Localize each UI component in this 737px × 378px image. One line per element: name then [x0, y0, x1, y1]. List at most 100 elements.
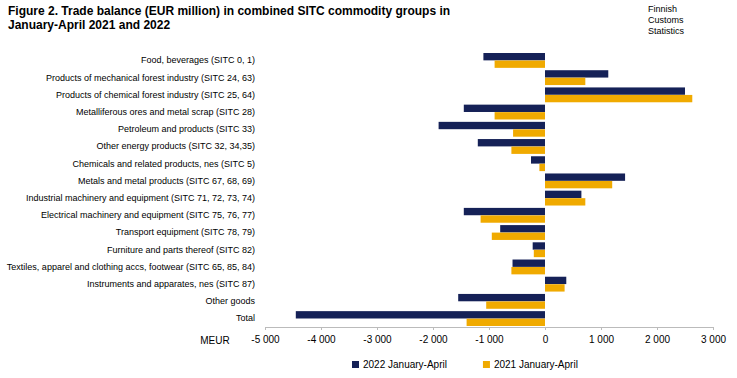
tick: -2 000 [419, 327, 448, 345]
category-label: Metalliferous ores and metal scrap (SITC… [76, 107, 255, 117]
tick: Total [236, 313, 265, 323]
tick: Metals and metal products (SITC 67, 68, … [78, 176, 265, 186]
series [467, 61, 693, 326]
tick: Petroleum and products (SITC 33) [118, 124, 265, 134]
text-line: Figure 2. Trade balance (EUR million) in… [8, 4, 450, 18]
category-label: Industrial machinery and equipment (SITC… [26, 193, 255, 203]
category-label: Petroleum and products (SITC 33) [118, 124, 255, 134]
tick-mark [601, 327, 602, 330]
tick-label: -4 000 [307, 334, 336, 345]
tick: -4 000 [307, 327, 336, 345]
legend-label: 2022 January-April [363, 359, 447, 370]
bar [534, 250, 545, 257]
tick: Food, beverages (SITC 0, 1) [141, 55, 265, 65]
tick: Other goods [205, 296, 265, 306]
axis-title: MEUR [200, 335, 229, 346]
tick-label: -2 000 [419, 334, 448, 345]
bar [511, 267, 545, 274]
tick: Other energy products (SITC 32, 34,35) [96, 141, 265, 151]
category-label: Products of chemical forest industry (SI… [56, 90, 255, 100]
bar [545, 284, 565, 291]
chart: Figure 2. Trade balance (EUR million) in… [0, 0, 737, 378]
tick: 1 000 [589, 327, 614, 345]
tick-label: 0 [543, 334, 549, 345]
tick: Products of chemical forest industry (SI… [56, 90, 265, 100]
x-axis: -5 000 -4 000 -3 000 -2 000 -1 000 0 1 000 2 00… [251, 327, 726, 345]
tick-label: -5 000 [251, 334, 280, 345]
text-line: Finnish [648, 4, 677, 14]
bar [545, 191, 581, 198]
bar [492, 233, 545, 240]
legend-label: 2021 January-April [494, 359, 578, 370]
bar [439, 122, 545, 129]
tick: Electrical machinery and equipment (SITC… [41, 210, 265, 220]
bar [539, 164, 545, 171]
category-label: Electrical machinery and equipment (SITC… [41, 210, 255, 220]
tick: 2 000 [645, 327, 670, 345]
bar [545, 277, 566, 284]
bar [483, 53, 545, 60]
tick: Textiles, apparel and clothing accs, foo… [7, 262, 265, 272]
tick: Products of mechanical forest industry (… [46, 73, 265, 83]
bar [464, 208, 545, 215]
tick-label: -1 000 [475, 334, 504, 345]
bar [481, 215, 545, 222]
bar [458, 294, 545, 301]
category-label: Textiles, apparel and clothing accs, foo… [7, 262, 255, 272]
tick: -1 000 [475, 327, 504, 345]
bar [531, 156, 545, 163]
tick-mark [545, 327, 546, 330]
bar [533, 242, 545, 249]
tick-mark [713, 327, 714, 330]
tick: Chemicals and related products, nes (SIT… [72, 159, 265, 169]
text-line: Statistics [648, 26, 685, 36]
category-label: Food, beverages (SITC 0, 1) [141, 55, 255, 65]
tick: -3 000 [363, 327, 392, 345]
bar [545, 87, 685, 94]
series [296, 53, 685, 318]
category-label: Other energy products (SITC 32, 34,35) [96, 141, 255, 151]
legend-item: 2022 January-April [352, 359, 447, 370]
tick: Instruments and apparates, nes (SITC 87) [87, 279, 265, 289]
tick: -5 000 [251, 327, 280, 345]
tick-label: 2 000 [645, 334, 670, 345]
text-line: Customs [648, 15, 684, 25]
text-line: January-April 2021 and 2022 [8, 18, 170, 32]
bar [486, 301, 545, 308]
tick: Metalliferous ores and metal scrap (SITC… [76, 107, 265, 117]
bar [513, 260, 545, 267]
title: Figure 2. Trade balance (EUR million) in… [8, 4, 450, 32]
tick: Transport equipment (SITC 78, 79) [116, 227, 265, 237]
tick-label: 3 000 [701, 334, 726, 345]
category-label: Total [236, 313, 255, 323]
category-label: Furniture and parts thereof (SITC 82) [107, 245, 255, 255]
bar [545, 70, 608, 77]
tick-mark [321, 327, 322, 330]
legend-swatch [352, 361, 359, 368]
legend-item: 2021 January-April [483, 359, 578, 370]
tick-label: -3 000 [363, 334, 392, 345]
category-label: Instruments and apparates, nes (SITC 87) [87, 279, 255, 289]
bar [495, 112, 545, 119]
axis-line [266, 328, 714, 331]
tick-label: 1 000 [589, 334, 614, 345]
tick-mark [657, 327, 658, 330]
plot: -5 000 -4 000 -3 000 -2 000 -1 000 0 1 000 2 00… [7, 53, 727, 345]
category-label: Metals and metal products (SITC 67, 68, … [78, 176, 255, 186]
bar [545, 173, 625, 180]
bar [545, 95, 692, 102]
category-label: Transport equipment (SITC 78, 79) [116, 227, 255, 237]
bar [545, 181, 612, 188]
bar [545, 198, 585, 205]
category-label: Other goods [205, 296, 255, 306]
annotation: FinnishCustomsStatistics [648, 4, 685, 36]
bar [478, 139, 545, 146]
legend: 2022 January-April 2021 January-April [352, 359, 578, 370]
bar [500, 225, 545, 232]
legend-swatch [483, 361, 490, 368]
category-label: Products of mechanical forest industry (… [46, 73, 255, 83]
bars [296, 53, 692, 326]
category-label: Chemicals and related products, nes (SIT… [72, 159, 255, 169]
bar [467, 319, 545, 326]
tick-mark [265, 327, 266, 330]
